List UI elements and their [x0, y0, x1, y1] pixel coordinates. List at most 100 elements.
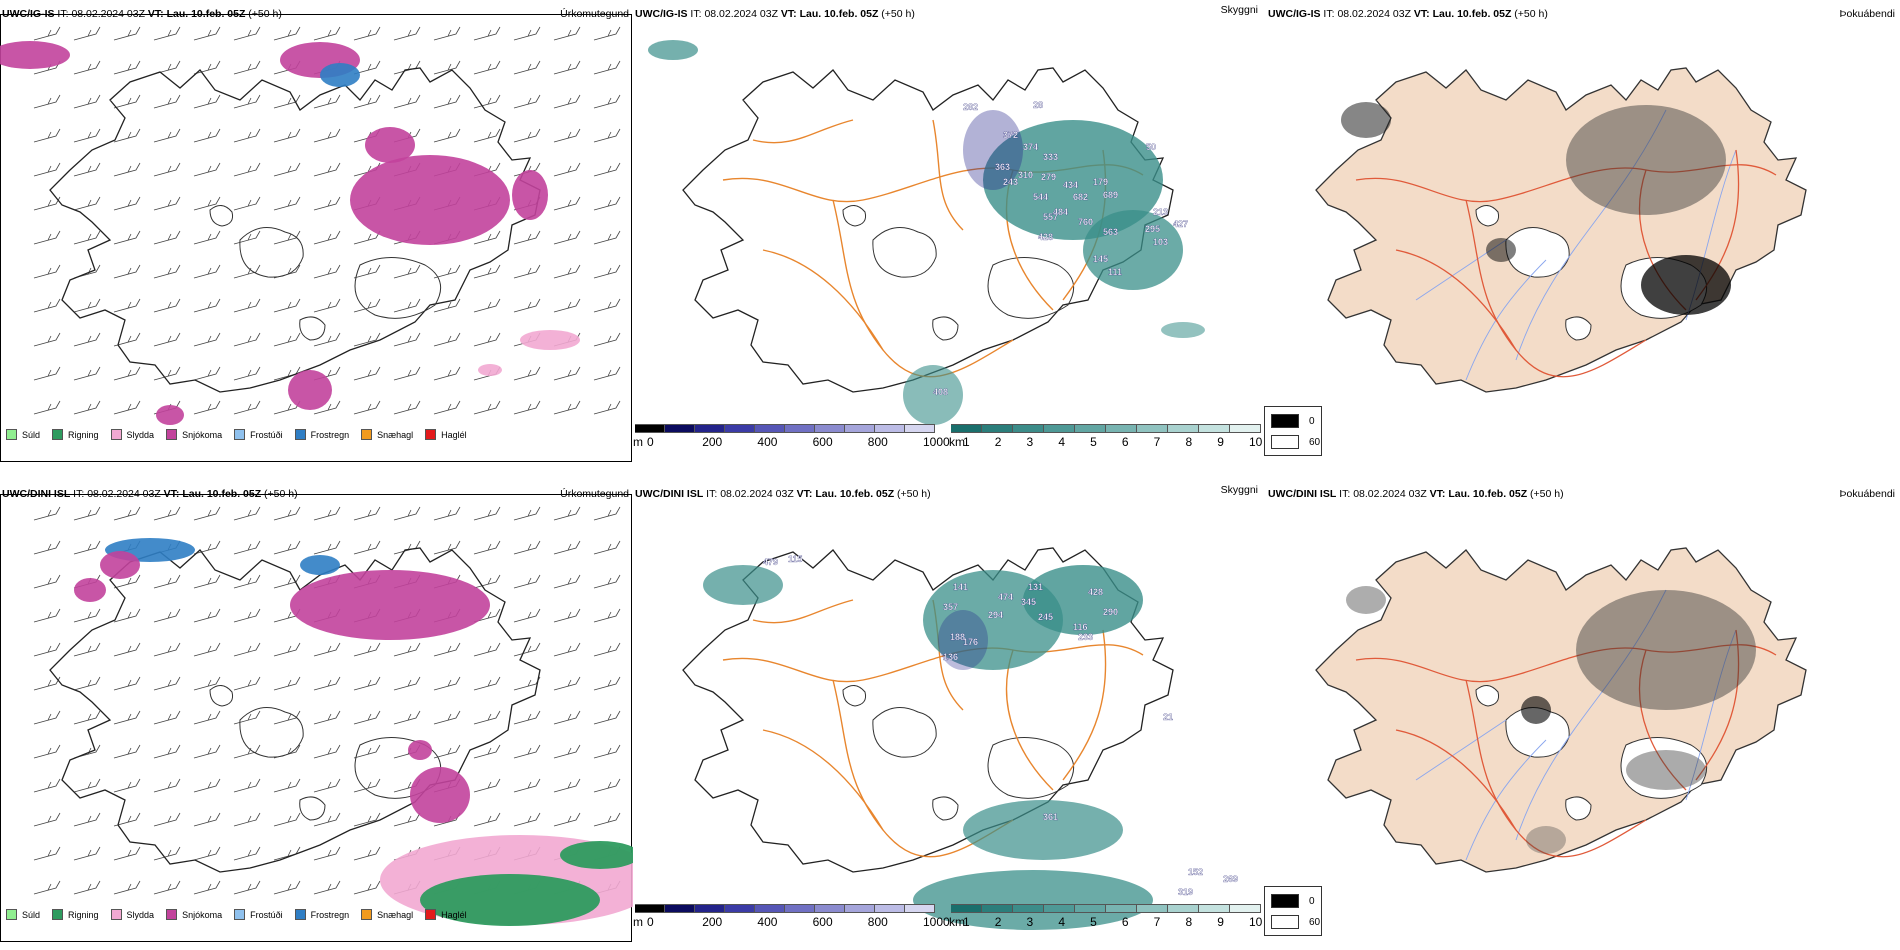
glacier-outline: [299, 796, 326, 821]
wind-barb: [33, 608, 61, 623]
wind-barb: [33, 298, 61, 313]
wind-barb: [273, 540, 301, 555]
wind-barb: [433, 26, 461, 41]
legend-swatch: [166, 909, 178, 920]
wind-barb: [593, 230, 621, 245]
ceiling-value-label: 213: [1153, 207, 1168, 217]
wind-barb: [393, 60, 421, 75]
road-network: [722, 599, 1144, 858]
wind-barb: [473, 230, 501, 245]
wind-barb: [153, 506, 181, 521]
visibility-area: [903, 365, 963, 425]
glacier-outline: [1475, 685, 1499, 707]
wind-barb: [273, 676, 301, 691]
wind-barb: [553, 710, 581, 725]
ceiling-value-label: 145: [1093, 254, 1108, 264]
precip-type-map[interactable]: [0, 480, 633, 950]
wind-barb: [313, 812, 341, 827]
wind-barb: [273, 506, 301, 521]
wind-barb: [473, 332, 501, 347]
wind-barb: [513, 264, 541, 279]
ceiling-value-label: 294: [988, 610, 1003, 620]
river: [1685, 629, 1737, 801]
wind-barb: [153, 608, 181, 623]
wind-barb: [113, 506, 141, 521]
colorbar-segment: [982, 424, 1013, 433]
fog-area: [1521, 696, 1551, 724]
legend-label: Snæhagl: [377, 909, 414, 920]
legend-label: Frostregn: [310, 909, 350, 920]
glacier-outline: [842, 685, 866, 707]
colorbar-tick-label: 0: [647, 915, 654, 929]
rain-area: [560, 841, 633, 869]
fog-indicator-map[interactable]: [1266, 480, 1899, 950]
colorbar-tick-label: 4: [1058, 435, 1066, 449]
wind-barb: [593, 778, 621, 793]
road: [762, 249, 884, 351]
colorbar-unit: m: [633, 435, 643, 449]
legend-item: Frostregn: [294, 909, 350, 920]
snow-area: [365, 127, 415, 163]
precip-areas: [74, 538, 633, 926]
coastline: [682, 67, 1174, 393]
precip-type-legend: Súld Rigning Slydda Snjókoma Frostúði Frostre…: [6, 429, 479, 440]
wind-barb: [313, 298, 341, 313]
wind-barb: [313, 540, 341, 555]
ceiling-value-label: 282: [963, 102, 978, 112]
wind-barb: [33, 26, 61, 41]
ceiling-value-label: 243: [1003, 177, 1018, 187]
wind-barb: [273, 264, 301, 279]
it-label: IT:: [690, 8, 702, 20]
lead-time: (+50 h): [248, 8, 282, 20]
wind-barb: [353, 642, 381, 657]
wind-barb: [73, 846, 101, 861]
colorbar-tick-label: 10: [1249, 435, 1263, 449]
wind-barb: [473, 400, 501, 415]
fog-indicator-map[interactable]: [1266, 0, 1899, 470]
wind-barb: [513, 642, 541, 657]
product-title: Úrkomutegund: [560, 488, 629, 500]
ceiling-value-label: 374: [1023, 142, 1038, 152]
colorbar-tick-label: 2: [994, 915, 1002, 929]
ceiling-area: [963, 110, 1023, 190]
freezing-rain-area: [320, 63, 360, 87]
snow-area: [350, 155, 510, 245]
wind-barb: [113, 94, 141, 109]
wind-barb: [73, 94, 101, 109]
legend-swatch: [361, 909, 373, 920]
product-title: Þokuábendi: [1839, 488, 1895, 500]
legend-swatch: [52, 429, 64, 440]
wind-barb: [233, 778, 261, 793]
wind-barb: [353, 298, 381, 313]
ceiling-value-label: 131: [1028, 582, 1043, 592]
wind-barb: [553, 574, 581, 589]
colorbar-segment: [875, 424, 905, 433]
wind-barb: [153, 642, 181, 657]
legend-swatch: [294, 909, 306, 920]
wind-barb: [233, 676, 261, 691]
ceiling-value-label: 115: [788, 554, 803, 564]
road: [1355, 644, 1777, 683]
colorbar-segment: [635, 904, 665, 913]
wind-barb: [553, 162, 581, 177]
wind-barb: [273, 710, 301, 725]
glacier-outline: [1565, 316, 1592, 341]
wind-barb: [473, 608, 501, 623]
wind-barb: [473, 676, 501, 691]
product-title: Úrkomutegund: [560, 8, 629, 20]
glacier-outline: [239, 707, 304, 758]
legend-label: Frostúði: [250, 909, 283, 920]
glacier-outline: [354, 257, 442, 319]
wind-barb: [193, 812, 221, 827]
precip-type-map[interactable]: [0, 0, 633, 470]
colorbar-tick-label: 600: [812, 915, 833, 929]
wind-barb: [33, 574, 61, 589]
legend-item: Snæhagl: [361, 909, 413, 920]
wind-barb: [353, 710, 381, 725]
colorbar-segment: [1106, 424, 1137, 433]
wind-barb: [73, 744, 101, 759]
wind-barb: [233, 710, 261, 725]
legend-label: Frostúði: [250, 429, 283, 440]
